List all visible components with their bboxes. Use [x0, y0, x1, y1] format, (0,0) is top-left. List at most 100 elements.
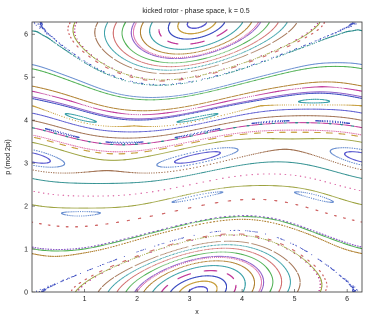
- orbit-point: [100, 245, 101, 246]
- orbit-point: [262, 185, 263, 186]
- orbit-point: [164, 229, 165, 230]
- orbit-point: [142, 66, 143, 67]
- orbit-point: [116, 241, 117, 242]
- orbit-point: [301, 231, 302, 232]
- orbit-point: [278, 237, 279, 238]
- orbit-point: [182, 195, 183, 196]
- orbit-point: [183, 198, 184, 199]
- orbit-point: [140, 204, 141, 205]
- orbit-point: [299, 226, 300, 227]
- orbit-point: [283, 266, 284, 267]
- orbit-point: [176, 202, 177, 203]
- orbit-point: [254, 64, 255, 65]
- orbit-point: [156, 69, 157, 70]
- orbit-point: [72, 276, 73, 277]
- orbit-point: [136, 236, 137, 237]
- orbit-point: [99, 246, 100, 247]
- orbit-point: [333, 238, 334, 239]
- orbit-point: [132, 238, 133, 239]
- orbit-point: [276, 259, 277, 260]
- orbit-point: [166, 199, 167, 200]
- orbit-point: [96, 246, 97, 247]
- orbit-point: [325, 264, 326, 265]
- orbit-point: [204, 246, 205, 247]
- orbit-point: [105, 26, 106, 27]
- orbit-point: [229, 57, 230, 58]
- orbit-point: [139, 236, 140, 237]
- orbit-point: [312, 235, 313, 236]
- orbit-point: [204, 220, 205, 221]
- orbit-point: [40, 26, 41, 27]
- orbit-point: [353, 285, 354, 286]
- orbit-point: [131, 237, 132, 238]
- orbit-point: [311, 254, 312, 255]
- orbit-point: [222, 192, 223, 193]
- orbit-point: [267, 185, 268, 186]
- orbit-point: [181, 78, 182, 79]
- orbit-point: [290, 51, 291, 52]
- orbit-point: [96, 212, 97, 213]
- orbit-point: [246, 215, 247, 216]
- orbit-point: [277, 220, 278, 221]
- orbit-point: [155, 232, 156, 233]
- orbit-point: [195, 248, 196, 249]
- orbit-point: [107, 22, 108, 23]
- orbit-point: [110, 243, 111, 244]
- orbit-point: [318, 277, 319, 278]
- orbit-point: [44, 28, 45, 29]
- orbit-point: [311, 190, 312, 191]
- orbit-point: [295, 192, 296, 193]
- orbit-point: [87, 211, 88, 212]
- orbit-point: [261, 185, 262, 186]
- orbit-point: [39, 28, 40, 29]
- orbit-point: [207, 220, 208, 221]
- orbit-point: [343, 29, 344, 30]
- orbit-point: [292, 228, 293, 229]
- orbit-point: [101, 245, 102, 246]
- orbit-point: [290, 283, 291, 284]
- orbit-point: [70, 255, 71, 256]
- orbit-point: [115, 207, 116, 208]
- orbit-point: [354, 220, 355, 221]
- orbit-point: [208, 190, 209, 191]
- orbit-point: [141, 204, 142, 205]
- orbit-point: [339, 198, 340, 199]
- orbit-point: [147, 264, 148, 265]
- orbit-point: [240, 216, 241, 217]
- orbit-point: [301, 195, 302, 196]
- orbit-point: [289, 276, 290, 277]
- orbit-point: [227, 217, 228, 218]
- orbit-point: [77, 38, 78, 39]
- orbit-point: [70, 250, 71, 251]
- orbit-point: [214, 221, 215, 222]
- orbit-point: [208, 193, 209, 194]
- orbit-point: [233, 56, 234, 57]
- orbit-point: [287, 223, 288, 224]
- orbit-point: [121, 78, 122, 79]
- orbit-point: [183, 195, 184, 196]
- orbit-point: [112, 286, 113, 287]
- orbit-point: [230, 244, 231, 245]
- orbit-point: [319, 233, 320, 234]
- orbit-point: [335, 240, 336, 241]
- orbit-point: [172, 254, 173, 255]
- orbit-point: [106, 248, 107, 249]
- orbit-point: [97, 225, 98, 226]
- orbit-point: [280, 221, 281, 222]
- orbit-point: [247, 66, 248, 67]
- orbit-point: [169, 228, 170, 229]
- orbit-point: [94, 208, 95, 209]
- orbit-point: [122, 206, 123, 207]
- orbit-point: [218, 245, 219, 246]
- orbit-point: [45, 31, 46, 32]
- orbit-point: [95, 208, 96, 209]
- orbit-point: [336, 197, 337, 198]
- orbit-point: [317, 210, 318, 211]
- orbit-point: [178, 69, 179, 70]
- orbit-point: [189, 68, 190, 69]
- orbit-point: [315, 237, 316, 238]
- orbit-point: [115, 259, 116, 260]
- orbit-point: [298, 226, 299, 227]
- orbit-point: [125, 243, 126, 244]
- orbit-point: [223, 188, 224, 189]
